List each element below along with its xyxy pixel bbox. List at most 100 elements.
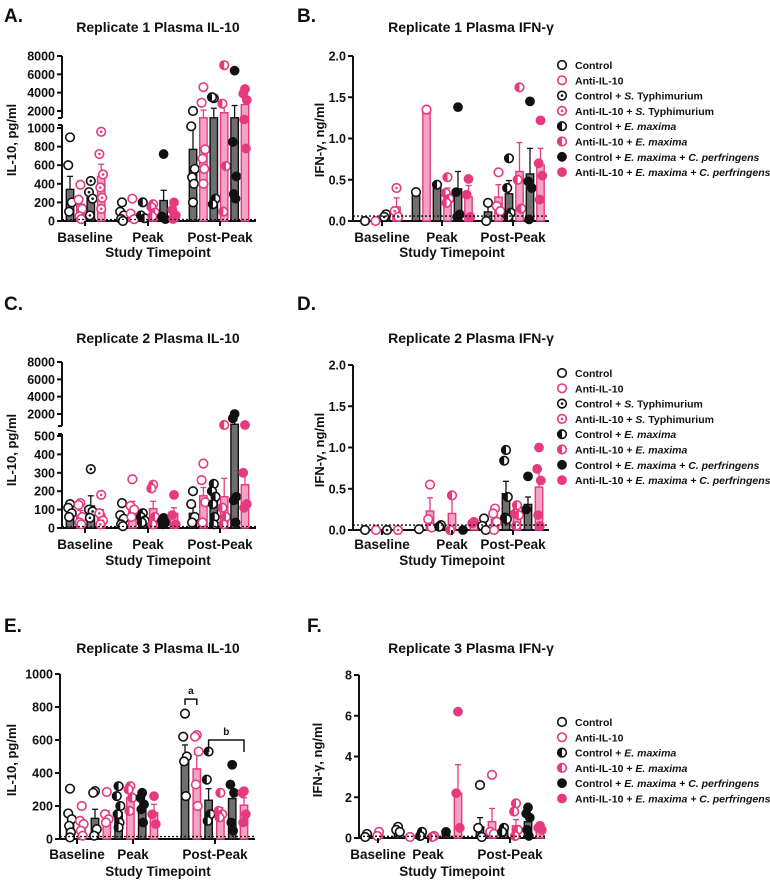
data-point: [461, 189, 472, 200]
data-point: [493, 167, 504, 178]
bar-post-peak-series-5: [509, 798, 523, 842]
bar-baseline-series-0: [63, 498, 77, 529]
data-point: [454, 822, 465, 833]
legend-label: Control: [575, 717, 612, 729]
legend-text-italic: E. maxima + C. perfringens: [624, 778, 759, 790]
y-tick-label: 300: [34, 466, 55, 480]
data-point: [482, 197, 494, 208]
bar-post-peak-series-5: [512, 82, 527, 222]
y-tick-label: 800: [34, 140, 55, 154]
legend-label: Anti-IL-10 + E. maxima: [575, 445, 687, 457]
bar-peak-series-0: [88, 786, 102, 841]
data-point: [94, 508, 105, 519]
panel-c: C. Replicate 2 Plasma IL-10 IL-10, pg/ml 0 1…: [4, 294, 256, 568]
y-tick-label: 0: [345, 832, 352, 846]
legend-text-italic: S.: [624, 91, 634, 103]
data-point: [189, 163, 200, 175]
data-point: [188, 178, 199, 189]
data-point: [207, 199, 218, 210]
data-point: [137, 197, 148, 208]
data-point: [502, 491, 513, 503]
panel-f: F. Replicate 3 Plasma IFN-γ IFN-γ, ng/ml 0 2…: [307, 616, 770, 879]
bar-post-peak-series-0: [477, 513, 491, 536]
data-point: [521, 504, 532, 515]
legend-marker-icon: [557, 475, 567, 486]
data-point: [359, 215, 371, 227]
bar-baseline-series-1: [370, 215, 381, 227]
data-point: [85, 175, 96, 187]
bar-baseline-series-3: [389, 182, 404, 222]
bar-peak-series-1: [125, 193, 140, 225]
y-tick-label: 2000: [27, 105, 55, 119]
bar-baseline-series-0: [359, 524, 371, 536]
data-point: [189, 731, 201, 742]
y-tick-label: 400: [32, 767, 53, 781]
y-tick-label: 4: [345, 750, 352, 764]
data-point: [513, 510, 524, 521]
legend: Control Anti-IL-10 Control + S. Typhimuriu…: [556, 367, 770, 487]
bar-post-peak-series-4: [206, 478, 221, 530]
bar-post-peak-series-5: [217, 60, 232, 222]
legend-text: Control: [575, 368, 612, 380]
data-point: [190, 779, 201, 790]
bar-peak-series-6: [156, 149, 171, 225]
bracket: [184, 698, 198, 706]
data-point: [64, 832, 76, 843]
data-point: [196, 475, 207, 486]
legend-label: Control + E. maxima + C. perfringens: [575, 778, 760, 790]
data-point: [499, 455, 510, 466]
data-point: [434, 521, 445, 532]
data-point: [503, 211, 514, 222]
bar-post-peak-series-6: [521, 471, 533, 531]
legend-text-italic: E. maxima + C. perfringens: [635, 167, 770, 179]
bar-post-peak-series-7: [532, 442, 546, 531]
data-point: [169, 489, 179, 500]
bar-baseline-series-2: [83, 175, 98, 222]
data-point: [202, 815, 213, 826]
x-category-label: Baseline: [49, 847, 105, 862]
bar-post-peak-series-0: [481, 197, 494, 227]
bar-post-peak-series-1: [196, 82, 211, 222]
legend-item: Anti-IL-10 + E. maxima: [556, 444, 687, 457]
data-point: [97, 169, 109, 180]
legend-label: Control + S. Typhimurium: [575, 91, 703, 103]
data-point: [488, 508, 499, 519]
y-tick-label: 2.0: [329, 359, 346, 373]
data-point: [394, 826, 405, 837]
legend-label: Anti-IL-10 + E. maxima + C. perfringens: [575, 167, 770, 179]
x-axis-label: Study Timepoint: [399, 553, 505, 568]
data-point: [501, 514, 513, 525]
y-tick-label: 8: [345, 669, 352, 683]
data-point: [536, 824, 547, 835]
data-point: [197, 517, 208, 528]
data-point: [510, 520, 522, 531]
legend-marker-icon: [557, 778, 567, 789]
x-axis-label: Study Timepoint: [105, 245, 211, 260]
legend-item: Anti-IL-10: [556, 75, 624, 87]
legend-item: Anti-IL-10 + E. maxima + C. perfringens: [557, 475, 770, 487]
legend-item: Control: [556, 59, 612, 72]
legend-text: Control +: [575, 429, 624, 441]
y-tick-label: 500: [34, 430, 55, 444]
bar-post-peak-series-0: [473, 779, 487, 843]
data-point: [206, 92, 218, 103]
legend-marker-icon: [557, 793, 567, 804]
data-point: [146, 483, 157, 494]
data-point: [532, 464, 543, 474]
data-point: [441, 197, 452, 208]
bar-peak-series-6: [451, 102, 465, 222]
chart-title: Replicate 1 Plasma IL-10: [76, 19, 240, 35]
data-point: [218, 206, 229, 217]
data-point: [215, 787, 226, 798]
data-point: [514, 82, 525, 93]
data-point: [524, 214, 534, 225]
legend-text: Control +: [575, 91, 624, 103]
data-point: [424, 479, 436, 490]
significance-label: a: [188, 686, 194, 697]
bar-post-peak-series-4: [502, 153, 516, 222]
bar: [125, 797, 135, 840]
data-point: [230, 517, 241, 528]
data-point: [359, 524, 371, 536]
data-point: [167, 510, 178, 521]
x-category-label: Post-Peak: [477, 847, 543, 862]
